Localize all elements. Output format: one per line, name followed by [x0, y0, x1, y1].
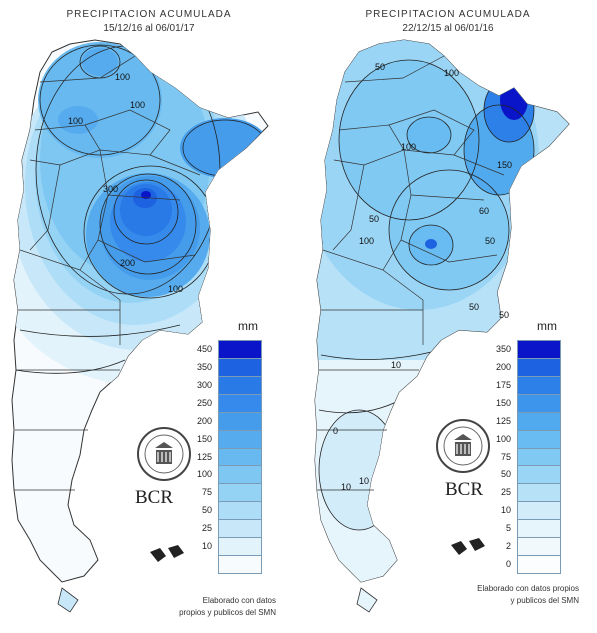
svg-text:200: 200: [120, 258, 135, 268]
legend-swatch: [218, 447, 262, 467]
legend-swatch: [517, 555, 561, 574]
map-panel-right: PRECIPITACION ACUMULADA 22/12/15 al 06/0…: [299, 0, 597, 633]
unit-label: mm: [238, 319, 258, 333]
legend-swatch: [517, 393, 561, 413]
legend-swatch: [218, 519, 262, 539]
svg-text:0: 0: [333, 426, 338, 436]
legend-value: 125: [196, 451, 212, 462]
legend-swatch: [218, 555, 262, 574]
legend-swatch: [517, 519, 561, 539]
legend-swatch: [218, 375, 262, 395]
svg-text:100: 100: [68, 116, 83, 126]
legend-swatch: [218, 411, 262, 431]
legend-swatch: [218, 357, 262, 377]
bcr-brand: BCR: [445, 479, 484, 500]
legend-swatch: [517, 411, 561, 431]
legend-swatch: [218, 501, 262, 521]
legend-value: 10: [201, 541, 212, 552]
legend-swatch: [218, 429, 262, 449]
map-title: PRECIPITACION ACUMULADA: [365, 9, 531, 20]
map-title: PRECIPITACION ACUMULADA: [66, 9, 232, 20]
legend-swatch: [517, 340, 561, 359]
svg-text:50: 50: [369, 214, 379, 224]
svg-text:50: 50: [485, 236, 495, 246]
svg-text:60: 60: [479, 206, 489, 216]
legend-swatch: [517, 357, 561, 377]
legend-swatch: [517, 483, 561, 503]
color-legend: 450 350 300 250 200 150 125 100 75 50 25 10: [197, 340, 262, 574]
legend-swatch: [517, 465, 561, 485]
map-period: 15/12/16 al 06/01/17: [103, 23, 195, 34]
contour-labels: 50 100 100 150 50 100 60 50 50 50 10 10 …: [333, 62, 512, 492]
credit-note: Elaborado con datos propios y publicos d…: [477, 584, 579, 605]
svg-text:100: 100: [130, 100, 145, 110]
legend-value: 300: [196, 379, 212, 390]
legend-swatch: [218, 537, 262, 557]
legend-swatch: [517, 501, 561, 521]
legend-swatch: [517, 429, 561, 449]
svg-text:100: 100: [401, 142, 416, 152]
legend-value: 150: [196, 433, 212, 444]
precipitation-map: 100 100 100 300 200 100: [11, 39, 269, 613]
legend-value: 350: [196, 361, 212, 372]
legend-value: 50: [201, 505, 212, 516]
bcr-seal-icon: [436, 419, 490, 473]
svg-text:100: 100: [168, 284, 183, 294]
contour-labels: 100 100 100 300 200 100: [68, 72, 183, 294]
svg-text:10: 10: [391, 360, 401, 370]
svg-text:100: 100: [359, 236, 374, 246]
legend-value: 450: [196, 343, 212, 354]
legend-swatch: [218, 465, 262, 485]
svg-text:150: 150: [497, 160, 512, 170]
legend-value: 0: [505, 559, 511, 570]
legend-value: 10: [500, 505, 511, 516]
legend-value: 75: [201, 487, 212, 498]
legend-value: 25: [500, 487, 511, 498]
legend-value: 75: [500, 451, 511, 462]
svg-text:50: 50: [375, 62, 385, 72]
map-period: 22/12/15 al 06/01/16: [402, 23, 494, 34]
svg-text:50: 50: [499, 310, 509, 320]
legend-value: 50: [500, 469, 511, 480]
legend-value: 25: [201, 523, 212, 534]
legend-value: 100: [495, 433, 511, 444]
legend-value: 100: [196, 469, 212, 480]
legend-value: 125: [495, 415, 511, 426]
legend-value: 200: [196, 415, 212, 426]
legend-value: 2: [505, 541, 511, 552]
svg-text:100: 100: [444, 68, 459, 78]
legend-value: 175: [495, 379, 511, 390]
legend-value: 350: [495, 343, 511, 354]
unit-label: mm: [537, 319, 557, 333]
legend-value: 150: [495, 397, 511, 408]
svg-text:300: 300: [103, 184, 118, 194]
legend-swatch: [517, 537, 561, 557]
legend-value: 200: [495, 361, 511, 372]
svg-text:10: 10: [341, 482, 351, 492]
legend-swatch: [517, 375, 561, 395]
legend-swatch: [517, 447, 561, 467]
svg-text:50: 50: [469, 302, 479, 312]
legend-swatch: [218, 483, 262, 503]
credit-note: Elaborado con datos propios y publicos d…: [179, 596, 276, 617]
svg-text:100: 100: [115, 72, 130, 82]
legend-value: 250: [196, 397, 212, 408]
bcr-brand: BCR: [135, 487, 174, 508]
bcr-seal-icon: [137, 427, 191, 481]
color-legend: 350 200 175 150 125 100 75 50 25 10 5 2 0: [496, 340, 561, 574]
legend-swatch: [218, 340, 262, 359]
svg-text:10: 10: [359, 476, 369, 486]
legend-swatch: [218, 393, 262, 413]
falkland-islands: [150, 545, 184, 562]
falkland-islands: [451, 538, 485, 555]
legend-value: 5: [505, 523, 511, 534]
map-panel-left: PRECIPITACION ACUMULADA 15/12/16 al 06/0…: [0, 0, 298, 633]
